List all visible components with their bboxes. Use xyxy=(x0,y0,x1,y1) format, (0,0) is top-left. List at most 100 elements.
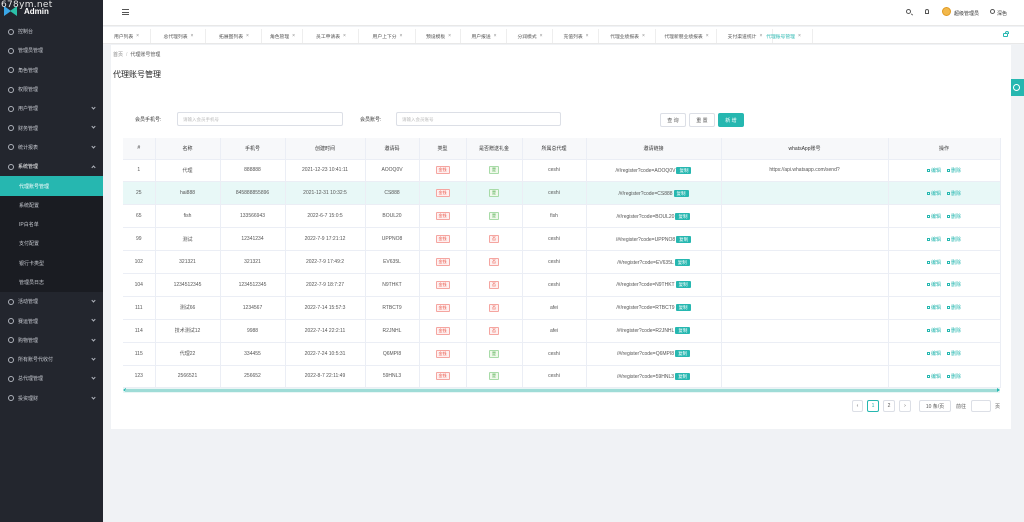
next-page-button[interactable]: › xyxy=(899,400,911,412)
close-icon[interactable]: × xyxy=(190,33,194,39)
sidebar-item-lower-3[interactable]: 所有账号代收付 xyxy=(0,350,103,369)
close-icon[interactable]: × xyxy=(448,33,452,39)
delete-button[interactable]: 删除 xyxy=(947,237,961,243)
theme-label[interactable]: 深色 xyxy=(997,11,1008,17)
copy-button[interactable]: 复制 xyxy=(675,350,691,358)
edit-button[interactable]: 编辑 xyxy=(926,305,941,311)
delete-button[interactable]: 删除 xyxy=(947,168,961,174)
page-1-button[interactable]: 1 xyxy=(867,400,879,412)
delete-button[interactable]: 删除 xyxy=(947,351,961,357)
scroll-thumb[interactable] xyxy=(125,389,998,392)
sidebar-item-lower-5[interactable]: 投资理财 xyxy=(0,389,103,408)
avatar[interactable] xyxy=(942,7,951,16)
edit-button[interactable]: 编辑 xyxy=(926,260,941,266)
table-row[interactable]: 114 技术测试12 9988 2022-7-14 22:2:11 R2JNHL 金钱 否 a… xyxy=(123,319,1001,343)
sidebar-item-0[interactable]: 控制台 xyxy=(0,22,103,41)
delete-button[interactable]: 删除 xyxy=(947,260,961,266)
copy-button[interactable]: 复制 xyxy=(675,281,691,289)
scroll-right-icon[interactable] xyxy=(997,388,1000,392)
delete-button[interactable]: 删除 xyxy=(947,214,961,220)
sidebar-subitem-3[interactable]: 支付配置 xyxy=(19,241,40,248)
sidebar-item-lower-4[interactable]: 总代理管理 xyxy=(0,369,103,388)
tab-7[interactable]: 用户报送 × xyxy=(462,29,507,43)
table-row[interactable]: 1 代理 888888 2021-12-23 10:41:11 AOOQ0V 金钱 是 ces… xyxy=(123,159,1001,183)
edit-button[interactable]: 编辑 xyxy=(926,214,941,220)
table-row[interactable]: 123 2566521 256652 2022-8-7 22:11:49 59HNL3 金… xyxy=(123,365,1001,389)
close-icon[interactable]: × xyxy=(759,33,763,39)
edit-button[interactable]: 编辑 xyxy=(926,374,941,380)
phone-filter-input[interactable] xyxy=(177,112,343,126)
table-row[interactable]: 102 321321 321321 2022-7-9 17:49:2 EV635L 金钱否… xyxy=(123,250,1001,274)
tab-2[interactable]: 拓展图列表 × xyxy=(207,29,262,43)
table-row[interactable]: 111 测试66 1234567 2022-7-14 15:57:3 RTBCT9 金钱 否… xyxy=(123,296,1001,320)
sidebar-subitem-4[interactable]: 银行卡类型 xyxy=(19,260,45,267)
edit-button[interactable]: 编辑 xyxy=(926,237,941,243)
close-icon[interactable]: × xyxy=(641,33,645,39)
tab-3[interactable]: 角色管理 × xyxy=(263,29,303,43)
horizontal-scrollbar[interactable] xyxy=(123,388,1000,393)
close-icon[interactable]: × xyxy=(705,33,709,39)
copy-button[interactable]: 复制 xyxy=(675,372,691,380)
delete-button[interactable]: 删除 xyxy=(947,328,961,334)
sidebar-item-2[interactable]: 角色管理 xyxy=(0,61,103,80)
delete-button[interactable]: 删除 xyxy=(947,374,961,380)
query-button[interactable]: 查 询 xyxy=(660,113,686,127)
edit-button[interactable]: 编辑 xyxy=(926,328,941,334)
close-icon[interactable]: × xyxy=(585,33,589,39)
tab-10[interactable]: 代理业绩报表 × xyxy=(600,29,656,43)
copy-button[interactable]: 复制 xyxy=(674,258,690,266)
close-icon[interactable]: × xyxy=(136,33,140,39)
copy-button[interactable]: 复制 xyxy=(675,212,691,220)
tab-11[interactable]: 代理新朋业绩报表 × xyxy=(657,29,717,43)
tab-8[interactable]: 分润模式 × xyxy=(508,29,553,43)
goto-page-input[interactable] xyxy=(971,400,991,412)
tab-12[interactable]: 支付渠道统计 × xyxy=(718,29,773,43)
reset-button[interactable]: 重 置 xyxy=(689,113,715,127)
search-icon[interactable] xyxy=(906,9,911,14)
tab-1[interactable]: 总代理列表 × xyxy=(152,29,206,43)
sidebar-subitem-2[interactable]: IP白名单 xyxy=(19,222,39,229)
sidebar-item-5[interactable]: 财务管理 xyxy=(0,118,103,137)
close-icon[interactable]: × xyxy=(797,33,801,39)
sidebar-item-lower-0[interactable]: 活动管理 xyxy=(0,292,103,311)
user-name[interactable]: 超级管理员 xyxy=(954,11,980,17)
table-row[interactable]: 65 fish 133566943 2022-6-7 15:0:5 BOUL20 金钱是 f… xyxy=(123,204,1001,229)
close-icon[interactable]: × xyxy=(246,33,249,39)
add-button[interactable]: 新 增 xyxy=(718,113,744,127)
page-2-button[interactable]: 2 xyxy=(883,400,895,412)
lock-icon[interactable] xyxy=(1003,31,1009,37)
edit-button[interactable]: 编辑 xyxy=(926,191,941,197)
copy-button[interactable]: 复制 xyxy=(676,166,692,174)
edit-button[interactable]: 编辑 xyxy=(926,168,941,174)
tab-4[interactable]: 员工申请表 × xyxy=(304,29,359,43)
scroll-left-icon[interactable] xyxy=(123,388,126,392)
table-row[interactable]: 115 代理22 334455 2022-7-24 10:5:31 Q6MPI8 金钱 是 c… xyxy=(123,342,1001,366)
delete-button[interactable]: 删除 xyxy=(947,191,961,197)
sidebar-item-lower-2[interactable]: 购物管理 xyxy=(0,331,103,350)
sidebar-item-4[interactable]: 用户管理 xyxy=(0,99,103,118)
theme-icon[interactable] xyxy=(990,9,995,14)
close-icon[interactable]: × xyxy=(493,33,497,39)
logo[interactable]: Admin 678ym.net xyxy=(0,0,103,22)
breadcrumb-home[interactable]: 首页 xyxy=(113,52,124,58)
tab-0[interactable]: 用户列表 × xyxy=(103,29,151,43)
prev-page-button[interactable]: ‹ xyxy=(852,400,863,412)
menu-icon[interactable] xyxy=(122,9,129,15)
close-icon[interactable]: × xyxy=(343,33,346,39)
sidebar-item-lower-1[interactable]: 赛运管理 xyxy=(0,311,103,330)
sidebar-item-7[interactable]: 系统管理 xyxy=(0,157,103,176)
close-icon[interactable]: × xyxy=(399,33,403,39)
close-icon[interactable]: × xyxy=(292,33,296,39)
sidebar-subitem-0[interactable]: 代理账号管理 xyxy=(0,176,103,196)
table-row[interactable]: 25 hai888 845888855896 2021-12-31 10:32:5 CS… xyxy=(123,181,1001,206)
sidebar-subitem-5[interactable]: 管理员日志 xyxy=(19,280,45,286)
sidebar-item-1[interactable]: 管理员管理 xyxy=(0,41,103,60)
copy-button[interactable]: 复制 xyxy=(675,304,691,312)
edit-button[interactable]: 编辑 xyxy=(926,351,941,357)
sidebar-item-6[interactable]: 统计报表 xyxy=(0,138,103,157)
sidebar-item-3[interactable]: 权限管理 xyxy=(0,80,103,99)
copy-button[interactable]: 复制 xyxy=(675,327,691,335)
table-row[interactable]: 104 1234512345 1234512345 2022-7-9 18:7:27 N… xyxy=(123,273,1001,297)
copy-button[interactable]: 复制 xyxy=(676,235,692,243)
copy-button[interactable]: 复制 xyxy=(673,189,689,197)
